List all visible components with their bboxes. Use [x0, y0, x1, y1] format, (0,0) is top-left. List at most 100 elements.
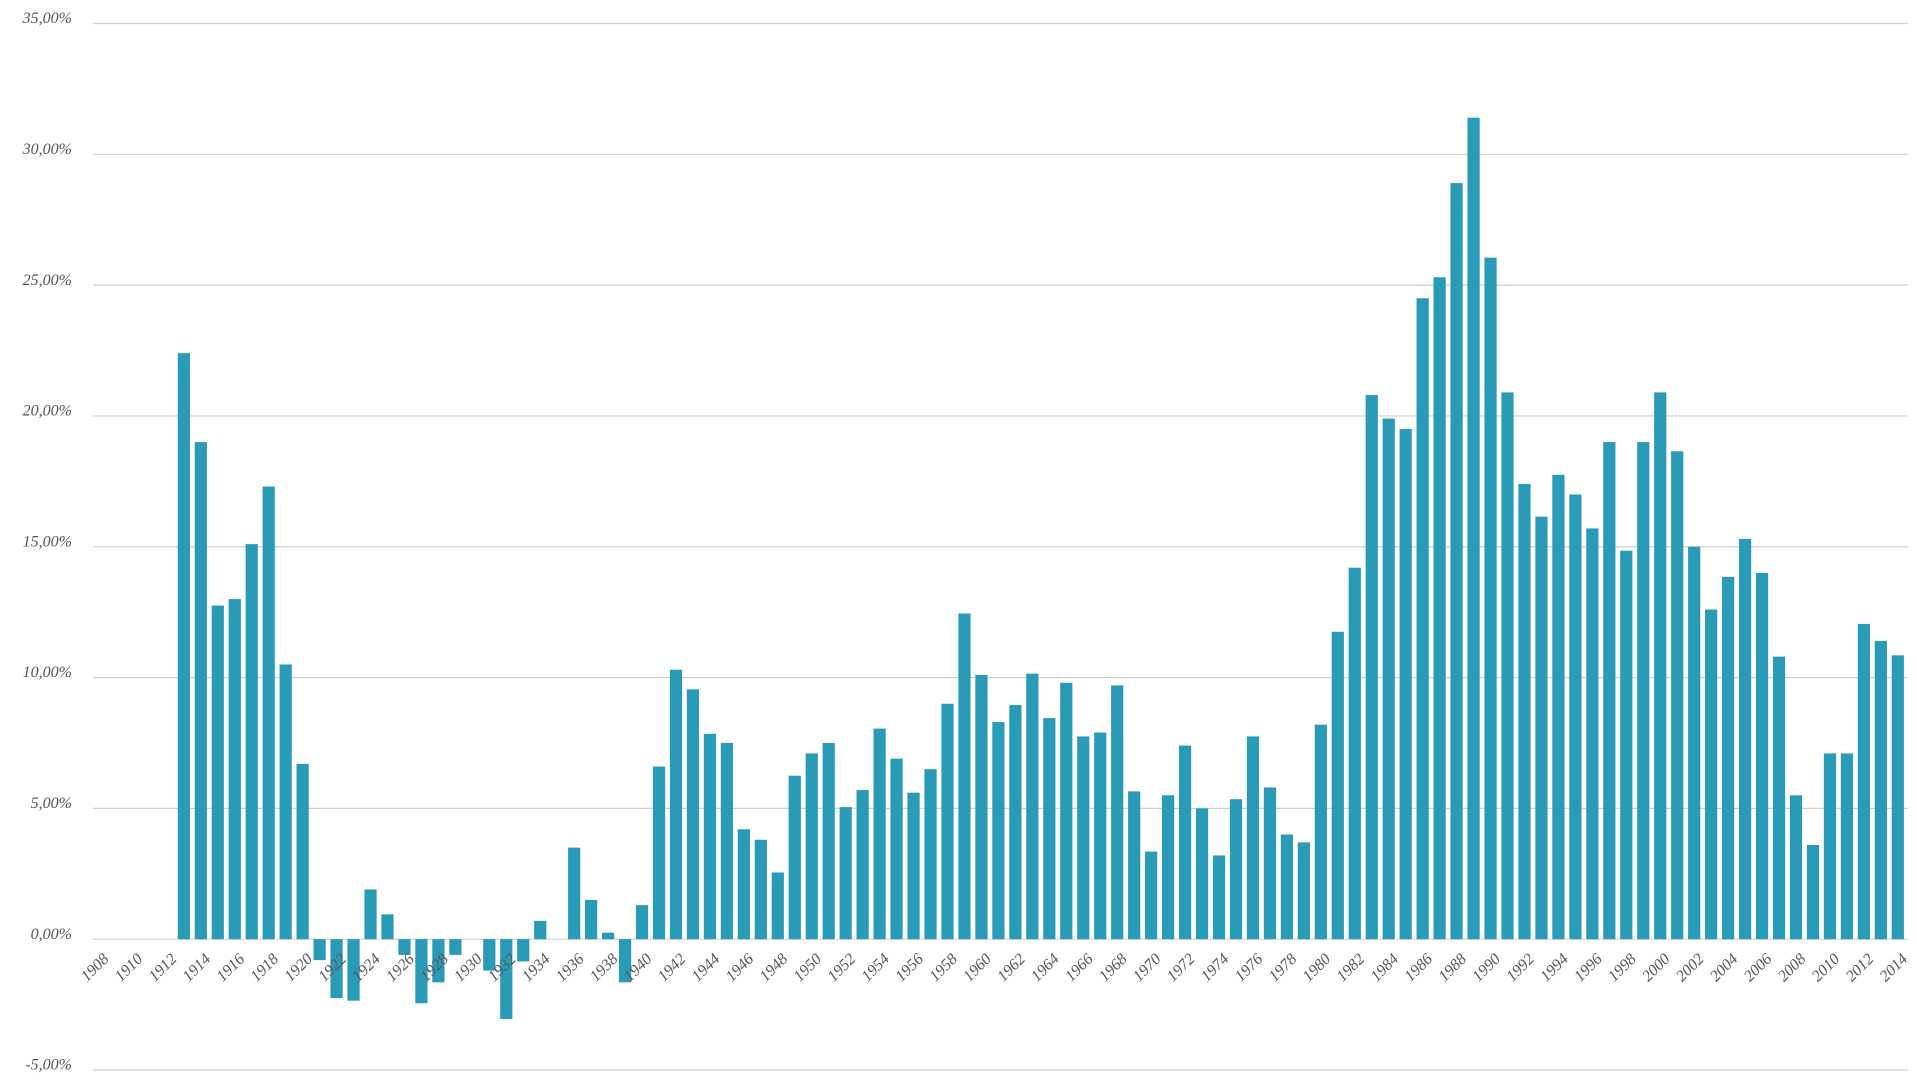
bar: [618, 939, 632, 983]
bar: [601, 932, 615, 940]
x-tick-label: 1908: [78, 951, 113, 986]
bar: [1484, 257, 1497, 940]
bar: [330, 939, 343, 999]
bar: [534, 920, 547, 940]
x-tick-label: 1944: [689, 951, 724, 986]
y-tick-label: 35,00%: [22, 10, 72, 27]
y-tick-label: -5,00%: [25, 1057, 72, 1074]
x-tick-label: 1960: [960, 951, 995, 986]
x-tick-label: 1990: [1469, 951, 1504, 986]
x-tick-label: 2006: [1741, 951, 1776, 986]
bar: [1416, 298, 1429, 940]
bar: [1162, 795, 1175, 940]
bar: [1518, 483, 1531, 940]
x-tick-label: 1946: [723, 951, 758, 986]
bar: [1433, 277, 1446, 940]
bar: [1823, 753, 1837, 940]
bar: [296, 763, 309, 940]
bar: [415, 939, 428, 1004]
bar: [1331, 631, 1344, 940]
bar: [279, 664, 292, 940]
x-tick-label: 1974: [1198, 951, 1233, 986]
x-tick-label: 1998: [1605, 951, 1640, 986]
x-tick-label: 1982: [1334, 951, 1369, 986]
bar: [1789, 795, 1803, 940]
bar: [1382, 418, 1395, 940]
bar: [262, 486, 275, 940]
bar: [1399, 429, 1412, 940]
x-tick-label: 1950: [791, 951, 826, 986]
bar: [1111, 685, 1124, 940]
bar: [873, 728, 886, 940]
bar: [1043, 718, 1056, 940]
bar: [1806, 845, 1820, 940]
bar: [1246, 736, 1260, 940]
bar: [737, 829, 750, 940]
bar: [788, 775, 801, 940]
bar: [720, 742, 733, 940]
bar: [1026, 673, 1039, 940]
x-tick-label: 1976: [1232, 951, 1267, 986]
x-tick-label: 1978: [1266, 951, 1301, 986]
x-tick-label: 1972: [1164, 951, 1199, 986]
x-tick-label: 2014: [1877, 951, 1912, 986]
bar: [1772, 656, 1786, 940]
bar: [177, 353, 190, 940]
bar: [1178, 745, 1192, 940]
x-tick-label: 1986: [1401, 951, 1436, 986]
x-tick-label: 2000: [1639, 951, 1674, 986]
x-tick-label: 1954: [858, 951, 893, 986]
x-tick-label: 2008: [1775, 951, 1810, 986]
bar: [1535, 516, 1548, 940]
x-tick-label: 1936: [553, 951, 588, 986]
x-tick-label: 1994: [1537, 951, 1572, 986]
bar: [517, 939, 530, 962]
x-tick-label: 1964: [1028, 951, 1063, 986]
x-tick-label: 1958: [926, 951, 961, 986]
bar: [1671, 451, 1684, 940]
bar: [449, 939, 462, 955]
bar: [1755, 572, 1769, 940]
x-tick-label: 2004: [1707, 951, 1742, 986]
bar: [1060, 682, 1073, 940]
bar: [1874, 640, 1887, 940]
bar: [686, 689, 700, 940]
y-tick-label: 15,00%: [23, 533, 72, 550]
bar: [924, 769, 937, 940]
bar: [1280, 834, 1294, 940]
bar: [1891, 655, 1904, 940]
y-tick-label: 30,00%: [22, 141, 72, 158]
bar: [1212, 855, 1226, 940]
x-tick-label: 1938: [587, 951, 622, 986]
bar: [703, 733, 717, 940]
bar: [1501, 392, 1514, 940]
bar: [1654, 392, 1667, 940]
x-tick-label: 1956: [892, 951, 927, 986]
bar: [347, 939, 360, 1001]
bar: [500, 939, 513, 1019]
x-tick-label: 1966: [1062, 951, 1097, 986]
bar: [839, 807, 852, 940]
bar: [585, 899, 598, 940]
bar: [1586, 528, 1599, 940]
bar: [1637, 442, 1650, 940]
bar: [1688, 546, 1701, 940]
bar: [822, 742, 835, 940]
bar: [1722, 576, 1735, 940]
x-tick-label: 2012: [1843, 951, 1878, 986]
bar: [194, 442, 207, 940]
bar: [432, 939, 445, 983]
bar: [1348, 567, 1361, 940]
bar: [992, 722, 1005, 940]
x-tick-label: 1926: [383, 951, 418, 986]
bar: [907, 792, 920, 940]
bar: [1620, 550, 1633, 940]
y-tick-label: 0,00%: [31, 926, 72, 943]
bar: [1840, 753, 1854, 940]
bar: [1365, 395, 1378, 940]
bar: [856, 790, 869, 940]
bar: [652, 766, 666, 940]
bar: [771, 872, 784, 940]
bar: [1738, 538, 1752, 940]
